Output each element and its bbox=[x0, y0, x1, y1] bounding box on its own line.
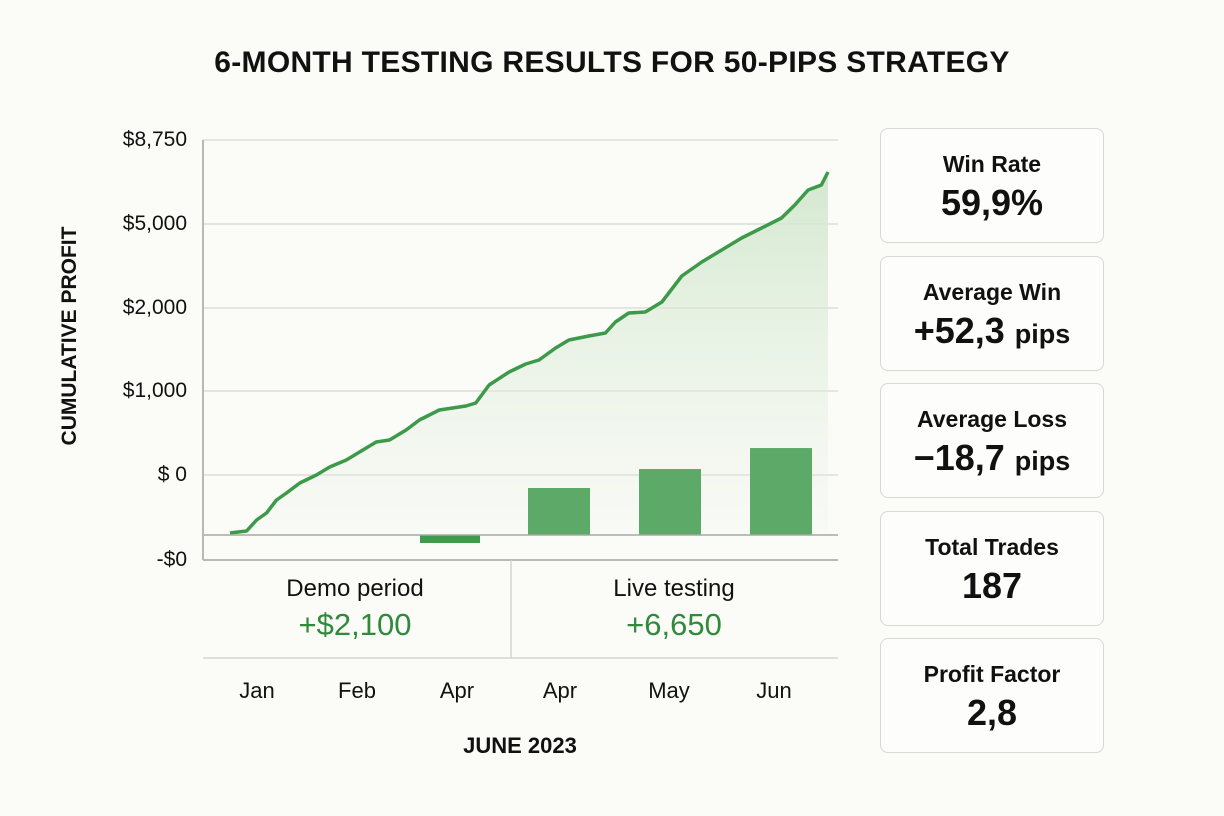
stat-card-total-trades: Total Trades 187 bbox=[880, 511, 1104, 626]
stat-card-win-rate: Win Rate 59,9% bbox=[880, 128, 1104, 243]
stat-unit: pips bbox=[1014, 319, 1071, 349]
period-demo: Demo period +$2,100 bbox=[205, 575, 505, 643]
bar bbox=[750, 448, 812, 536]
period-label: Live testing bbox=[613, 575, 735, 602]
y-tick-label: -$0 bbox=[156, 548, 187, 571]
period-label: Demo period bbox=[286, 575, 424, 602]
bar bbox=[420, 535, 480, 543]
bar bbox=[639, 469, 701, 536]
stat-label: Profit Factor bbox=[923, 661, 1061, 687]
stat-card-average-win: Average Win +52,3 pips bbox=[880, 256, 1104, 371]
y-tick-label: $ 0 bbox=[157, 463, 187, 486]
stat-label: Average Loss bbox=[917, 406, 1067, 432]
y-tick-label: $5,000 bbox=[122, 212, 187, 235]
profit-area bbox=[230, 172, 828, 536]
stat-value: −18,7 bbox=[913, 437, 1005, 478]
x-tick-label: Apr bbox=[439, 678, 475, 703]
chart-title: 6-MONTH TESTING RESULTS FOR 50-PIPS STRA… bbox=[214, 46, 1010, 79]
y-tick-label: $2,000 bbox=[122, 296, 187, 319]
y-tick-label: $8,750 bbox=[122, 128, 187, 151]
x-axis-title: JUNE 2023 bbox=[463, 733, 577, 758]
x-tick-label: May bbox=[648, 678, 690, 703]
stat-value: 2,8 bbox=[966, 692, 1018, 733]
stat-value: 59,9% bbox=[940, 182, 1044, 223]
x-tick-label: Jan bbox=[239, 678, 275, 703]
stat-label: Total Trades bbox=[925, 534, 1059, 560]
stat-unit: pips bbox=[1014, 446, 1071, 476]
period-live: Live testing +6,650 bbox=[524, 575, 824, 643]
stat-value: 187 bbox=[961, 565, 1023, 606]
stat-card-profit-factor: Profit Factor 2,8 bbox=[880, 638, 1104, 753]
stat-label: Win Rate bbox=[942, 151, 1042, 177]
x-tick-label: Apr bbox=[542, 678, 578, 703]
bar bbox=[528, 488, 590, 536]
stat-label: Average Win bbox=[922, 279, 1062, 305]
period-value: +$2,100 bbox=[298, 607, 412, 642]
y-tick-label: $1,000 bbox=[122, 379, 187, 402]
x-tick-label: Feb bbox=[338, 678, 376, 703]
stat-card-average-loss: Average Loss −18,7 pips bbox=[880, 383, 1104, 498]
x-tick-label: Jun bbox=[756, 678, 792, 703]
profit-line bbox=[229, 171, 830, 535]
stat-value: +52,3 bbox=[913, 310, 1005, 351]
period-value: +6,650 bbox=[626, 607, 722, 642]
